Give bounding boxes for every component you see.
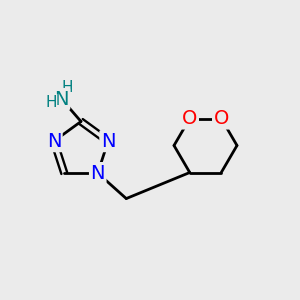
Text: N: N xyxy=(91,164,105,183)
Text: H: H xyxy=(62,80,73,94)
Text: N: N xyxy=(54,89,69,109)
Text: N: N xyxy=(46,132,61,151)
Text: O: O xyxy=(182,109,197,128)
Text: H: H xyxy=(45,94,57,110)
Text: N: N xyxy=(101,132,116,151)
Text: O: O xyxy=(214,109,229,128)
